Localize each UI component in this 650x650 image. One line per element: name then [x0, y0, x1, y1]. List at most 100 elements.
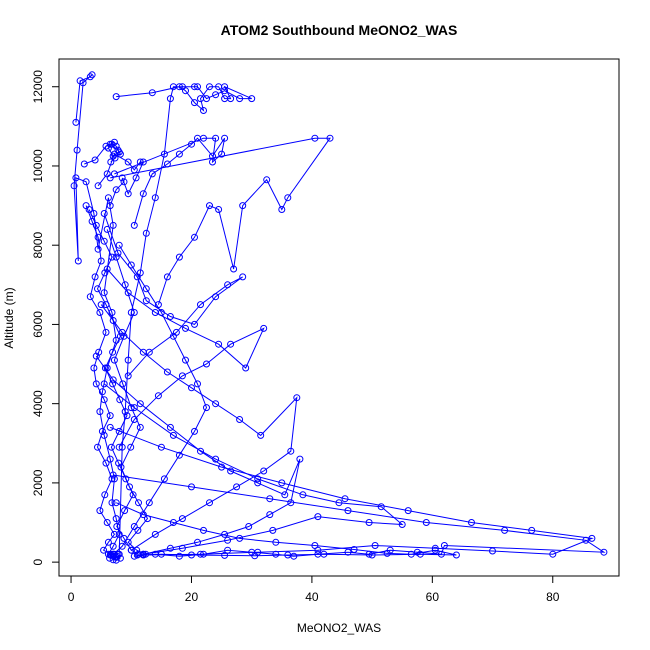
data-point: [404, 507, 412, 515]
data-point: [112, 142, 120, 150]
data-point: [102, 301, 110, 309]
data-point: [311, 134, 319, 142]
y-tick-label: 12000: [31, 70, 45, 104]
data-point: [115, 427, 123, 435]
data-point: [215, 206, 223, 213]
x-tick-label: 80: [546, 590, 560, 604]
data-point: [383, 549, 391, 557]
series-line: [100, 304, 298, 551]
data-point: [169, 519, 177, 526]
data-point: [335, 499, 343, 507]
data-point: [72, 174, 80, 182]
series-8: [103, 265, 268, 451]
data-point: [182, 356, 189, 364]
data-point: [218, 463, 226, 471]
series-line: [110, 137, 331, 305]
data-point: [136, 423, 144, 431]
data-point: [70, 182, 78, 190]
data-point: [106, 455, 114, 463]
data-point: [314, 513, 322, 521]
series-line: [113, 474, 606, 557]
data-point: [236, 534, 244, 542]
series-12: [106, 423, 596, 559]
data-point: [178, 83, 186, 91]
data-point: [263, 176, 271, 184]
y-tick-label: 0: [31, 558, 45, 565]
data-point: [254, 475, 262, 483]
data-point: [175, 451, 183, 459]
data-point: [109, 380, 117, 388]
data-point: [85, 206, 93, 213]
data-point: [142, 285, 150, 293]
data-point: [94, 182, 102, 190]
data-point: [145, 499, 153, 507]
data-point: [221, 83, 229, 91]
data-series-group: [70, 71, 608, 564]
data-point: [118, 542, 126, 550]
data-point: [88, 71, 96, 79]
data-point: [100, 289, 108, 297]
data-point: [203, 95, 210, 103]
data-point: [108, 309, 116, 316]
y-tick-label: 2000: [31, 469, 45, 496]
data-point: [72, 118, 80, 126]
data-point: [236, 416, 244, 423]
data-point: [142, 550, 150, 558]
data-point: [178, 544, 186, 552]
data-point: [119, 380, 127, 388]
data-point: [188, 483, 195, 491]
data-point: [224, 281, 232, 289]
data-point: [90, 364, 98, 372]
data-point: [278, 479, 286, 487]
data-point: [212, 91, 220, 99]
data-point: [100, 396, 108, 404]
data-point: [109, 152, 117, 160]
data-point: [144, 515, 151, 523]
data-point: [139, 190, 147, 198]
data-point: [221, 87, 229, 95]
data-point: [74, 257, 82, 265]
data-point: [95, 348, 103, 356]
data-point: [129, 491, 137, 499]
data-point: [100, 210, 108, 217]
data-point: [175, 552, 183, 560]
data-point: [272, 538, 280, 546]
data-point: [102, 459, 110, 467]
data-point: [236, 95, 244, 103]
data-point: [123, 412, 131, 420]
data-point: [121, 408, 129, 416]
data-point: [135, 499, 142, 507]
data-point: [191, 233, 198, 241]
data-point: [206, 83, 213, 91]
data-point: [107, 443, 115, 451]
data-point: [178, 515, 186, 523]
series-line: [103, 383, 404, 555]
data-point: [416, 550, 424, 558]
series-line: [103, 213, 243, 377]
data-point: [92, 221, 100, 229]
data-point: [91, 156, 99, 164]
data-point: [266, 511, 274, 519]
data-point: [97, 257, 105, 265]
data-point: [371, 542, 379, 549]
data-point: [130, 416, 138, 423]
data-point: [212, 400, 220, 408]
data-point: [112, 93, 120, 101]
data-point: [284, 194, 292, 202]
data-point: [266, 495, 274, 503]
data-point: [103, 519, 111, 526]
data-point: [239, 202, 247, 210]
x-tick-label: 40: [305, 590, 319, 604]
data-point: [112, 253, 120, 261]
data-point: [130, 221, 138, 229]
data-point: [233, 483, 241, 491]
data-point: [127, 404, 135, 412]
data-point: [200, 107, 207, 114]
data-point: [107, 158, 115, 166]
series-line: [112, 244, 208, 555]
data-point: [422, 519, 430, 526]
series-15: [82, 202, 121, 562]
data-point: [97, 301, 105, 309]
data-point: [157, 443, 165, 451]
data-point: [121, 507, 129, 515]
